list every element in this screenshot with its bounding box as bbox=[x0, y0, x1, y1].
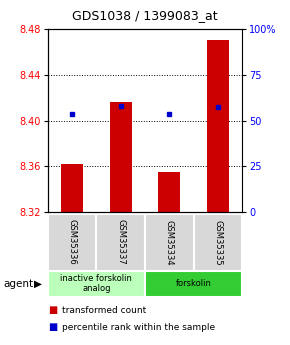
Text: percentile rank within the sample: percentile rank within the sample bbox=[62, 323, 215, 332]
Bar bbox=[194, 214, 242, 271]
Bar bbox=[145, 271, 242, 297]
Text: GSM35337: GSM35337 bbox=[116, 219, 125, 265]
Bar bbox=[96, 214, 145, 271]
Bar bbox=[48, 271, 145, 297]
Text: ■: ■ bbox=[48, 322, 57, 332]
Bar bbox=[110, 102, 132, 212]
Bar bbox=[158, 172, 180, 212]
Text: ■: ■ bbox=[48, 306, 57, 315]
Text: GSM35334: GSM35334 bbox=[165, 219, 174, 265]
Text: GSM35336: GSM35336 bbox=[68, 219, 77, 265]
Text: transformed count: transformed count bbox=[62, 306, 147, 315]
Bar bbox=[207, 40, 229, 212]
Text: GSM35335: GSM35335 bbox=[213, 219, 222, 265]
Text: agent: agent bbox=[3, 279, 33, 288]
Bar bbox=[48, 214, 96, 271]
Text: ▶: ▶ bbox=[34, 279, 42, 288]
Text: forskolin: forskolin bbox=[176, 279, 211, 288]
Text: inactive forskolin
analog: inactive forskolin analog bbox=[61, 274, 132, 294]
Text: GDS1038 / 1399083_at: GDS1038 / 1399083_at bbox=[72, 9, 218, 22]
Bar bbox=[61, 164, 83, 212]
Bar bbox=[145, 214, 194, 271]
